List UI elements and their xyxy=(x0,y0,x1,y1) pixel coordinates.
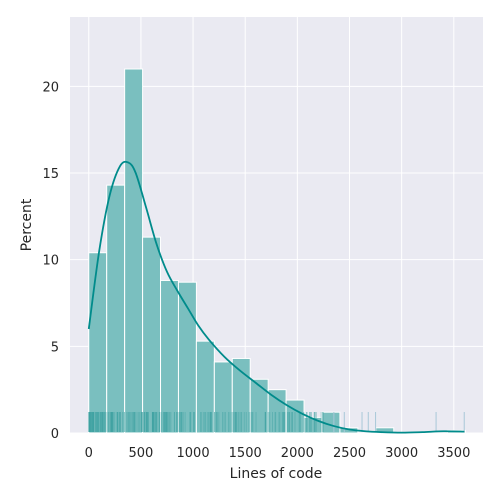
x-tick-label: 2000 xyxy=(281,446,314,461)
histogram-bar xyxy=(160,279,179,434)
histogram-bar xyxy=(142,236,162,434)
rug-marks xyxy=(88,412,465,432)
histogram-bar xyxy=(177,281,197,434)
x-tick-label: 3000 xyxy=(385,446,418,461)
x-tick-label: 3500 xyxy=(437,446,470,461)
histogram-bar xyxy=(88,252,108,434)
histogram-bar xyxy=(106,184,126,434)
x-tick-label: 1500 xyxy=(229,446,262,461)
y-tick-label: 10 xyxy=(42,254,59,269)
x-axis-label: Lines of code xyxy=(230,466,323,482)
y-tick-label: 0 xyxy=(51,427,59,442)
y-tick-label: 5 xyxy=(51,340,59,355)
x-tick-label: 500 xyxy=(129,446,154,461)
histogram-bar xyxy=(124,68,144,434)
y-tick-label: 15 xyxy=(42,167,59,182)
x-tick-label: 0 xyxy=(85,446,93,461)
y-tick-labels: 0 5 10 15 20 xyxy=(42,80,59,442)
y-tick-label: 20 xyxy=(42,80,59,95)
x-tick-label: 1000 xyxy=(177,446,210,461)
y-axis-label: Percent xyxy=(19,198,35,251)
x-tick-label: 2500 xyxy=(333,446,366,461)
kde-line xyxy=(87,160,465,434)
x-tick-labels: 0 500 1000 1500 2000 2500 3000 3500 xyxy=(85,446,471,461)
